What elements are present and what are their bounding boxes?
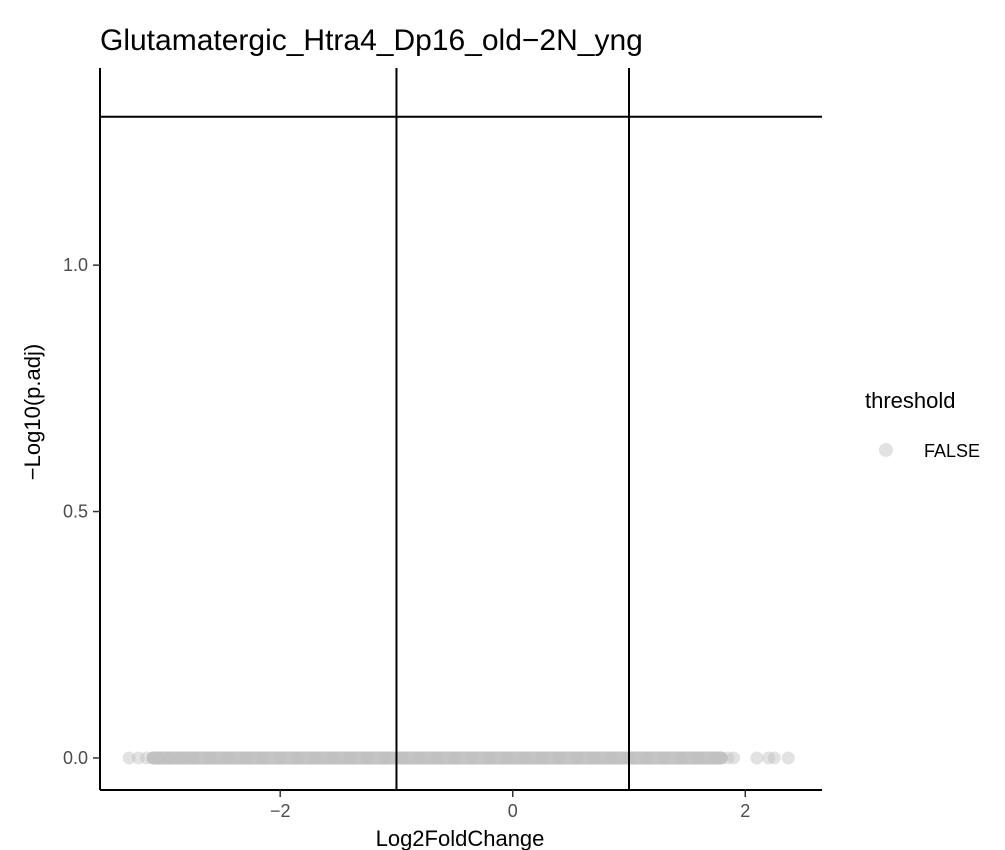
legend-title: threshold bbox=[865, 388, 956, 413]
data-point bbox=[767, 751, 781, 765]
data-point bbox=[727, 751, 741, 765]
data-point-band bbox=[146, 751, 728, 765]
x-tick-label: −2 bbox=[270, 801, 291, 821]
x-axis-title: Log2FoldChange bbox=[376, 826, 545, 850]
plot-panel: −2 0 2 0.0 0.5 1.0 bbox=[63, 68, 822, 821]
data-point bbox=[750, 751, 764, 765]
data-point bbox=[781, 751, 795, 765]
x-tick-label: 0 bbox=[508, 801, 518, 821]
chart-title: Glutamatergic_Htra4_Dp16_old−2N_yng bbox=[100, 24, 643, 57]
y-tick-label: 0.5 bbox=[63, 502, 88, 522]
y-axis-title: −Log10(p.adj) bbox=[20, 344, 45, 480]
x-tick-label: 2 bbox=[740, 801, 750, 821]
y-tick-label: 0.0 bbox=[63, 748, 88, 768]
legend-label-false: FALSE bbox=[924, 441, 980, 461]
legend: threshold FALSE bbox=[865, 388, 980, 461]
data-point bbox=[122, 751, 136, 765]
y-tick-label: 1.0 bbox=[63, 255, 88, 275]
data-point bbox=[131, 751, 145, 765]
data-point bbox=[762, 751, 776, 765]
legend-key-false bbox=[879, 443, 893, 457]
